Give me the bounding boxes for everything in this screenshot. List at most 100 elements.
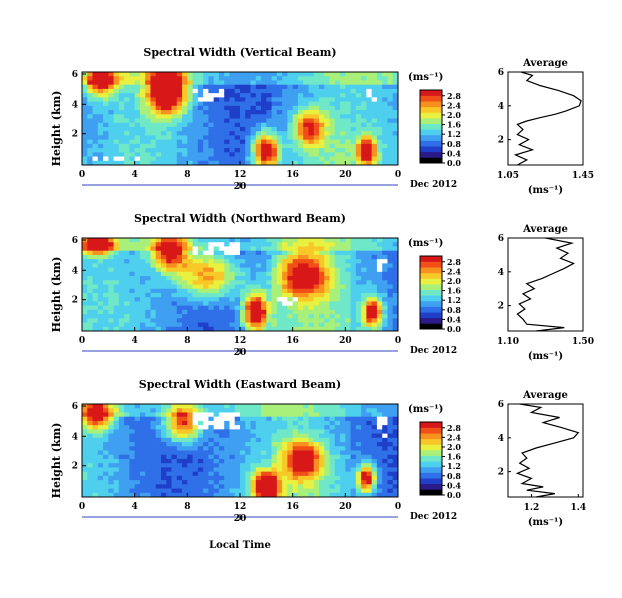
heatmap-cell: [340, 492, 346, 498]
heatmap-cell: [124, 318, 130, 323]
heatmap-cell: [124, 122, 130, 128]
heatmap-cell: [234, 318, 241, 323]
heatmap-cell: [92, 126, 99, 132]
heatmap-cell: [334, 72, 341, 77]
heatmap-cell: [282, 246, 288, 252]
heatmap-cell: [229, 122, 236, 128]
heatmap-cell: [266, 314, 272, 319]
heatmap-cell: [319, 139, 325, 145]
heatmap-cell: [376, 297, 383, 302]
heatmap-cell: [271, 492, 278, 498]
heatmap-cell: [155, 404, 162, 409]
heatmap-cell: [118, 105, 125, 111]
heatmap-cell: [282, 292, 288, 298]
heatmap-cell: [213, 433, 220, 439]
heatmap-cell: [87, 105, 93, 111]
colorbar-swatch: [420, 256, 442, 262]
heatmap-cell: [87, 114, 93, 119]
heatmap-cell: [124, 131, 130, 136]
colorbar-swatch: [420, 489, 442, 496]
heatmap-cell: [208, 105, 215, 111]
heatmap-cell: [308, 267, 315, 273]
heatmap-cell: [124, 284, 130, 290]
colorbar-swatch: [420, 261, 442, 268]
heatmap-cell: [382, 416, 388, 422]
heatmap-cell: [392, 467, 399, 473]
heatmap-cell: [276, 454, 283, 460]
heatmap-cell: [392, 84, 399, 90]
heatmap-cell: [145, 242, 151, 247]
heatmap-cell: [361, 242, 367, 247]
heatmap-cell: [387, 156, 394, 162]
heatmap-cell: [392, 475, 399, 481]
heatmap-cell: [187, 105, 193, 111]
heatmap-cell: [176, 450, 183, 456]
heatmap-cell: [229, 314, 236, 319]
colorbar-swatch: [420, 112, 442, 119]
heatmap-cell: [308, 484, 315, 489]
heatmap-cell: [155, 480, 162, 485]
heatmap-cell: [124, 492, 130, 498]
heatmap-cell: [145, 80, 151, 86]
heatmap-cell: [334, 118, 341, 124]
heatmap-cell: [245, 309, 251, 315]
heatmap-cell: [87, 458, 93, 464]
heatmap-cell: [313, 101, 320, 107]
heatmap-cell: [87, 488, 93, 494]
heatmap-cell: [292, 450, 299, 456]
heatmap-cell: [203, 139, 209, 145]
heatmap-cell: [371, 292, 378, 298]
heatmap-cell: [103, 408, 109, 413]
heatmap-cell: [361, 280, 367, 285]
heatmap-cell: [213, 139, 220, 145]
heatmap-cell: [382, 301, 388, 307]
heatmap-cell: [82, 139, 88, 145]
profile-y-tick-label: 4: [498, 268, 504, 278]
heatmap-cell: [266, 429, 272, 434]
heatmap-cell: [87, 480, 93, 485]
heatmap-cell: [345, 135, 351, 141]
heatmap-cell: [276, 160, 283, 166]
heatmap-cell: [250, 246, 257, 252]
heatmap-cell: [108, 84, 114, 90]
heatmap-cell: [87, 139, 93, 145]
heatmap-cell: [197, 156, 204, 162]
heatmap-cell: [366, 84, 373, 90]
heatmap-cell: [276, 254, 283, 260]
heatmap-cell: [329, 271, 336, 277]
heatmap-cell: [297, 110, 304, 115]
heatmap-cell: [334, 288, 341, 294]
heatmap-cell: [134, 292, 141, 298]
heatmap-cell: [129, 126, 136, 132]
heatmap-cell: [224, 160, 230, 166]
heatmap-cell: [319, 118, 325, 124]
heatmap-cell: [234, 250, 241, 256]
heatmap-cell: [319, 101, 325, 107]
heatmap-cell: [266, 118, 272, 124]
heatmap-cell: [334, 80, 341, 86]
heatmap-cell: [392, 263, 399, 268]
heatmap-cell: [203, 446, 209, 451]
heatmap-cell: [113, 475, 120, 481]
heatmap-cell: [129, 484, 136, 489]
heatmap-cell: [261, 156, 267, 162]
heatmap-cell: [108, 76, 114, 81]
heatmap-cell: [192, 475, 199, 481]
heatmap-cell: [155, 433, 162, 439]
heatmap-cell: [213, 72, 220, 77]
heatmap-cell: [218, 288, 225, 294]
heatmap-cell: [245, 404, 251, 409]
heatmap-cell: [297, 442, 304, 447]
heatmap-cell: [329, 263, 336, 268]
heatmap-cell: [313, 122, 320, 128]
heatmap-cell: [213, 131, 220, 136]
colorbar-unit: (ms⁻¹): [408, 238, 443, 249]
heatmap-cell: [213, 454, 220, 460]
heatmap-cell: [297, 131, 304, 136]
heatmap-cell: [171, 126, 178, 132]
x-tick-label: 4: [132, 336, 138, 346]
heatmap-cell: [250, 105, 257, 111]
heatmap-cell: [166, 480, 172, 485]
heatmap-cell: [276, 80, 283, 86]
heatmap-cell: [250, 122, 257, 128]
